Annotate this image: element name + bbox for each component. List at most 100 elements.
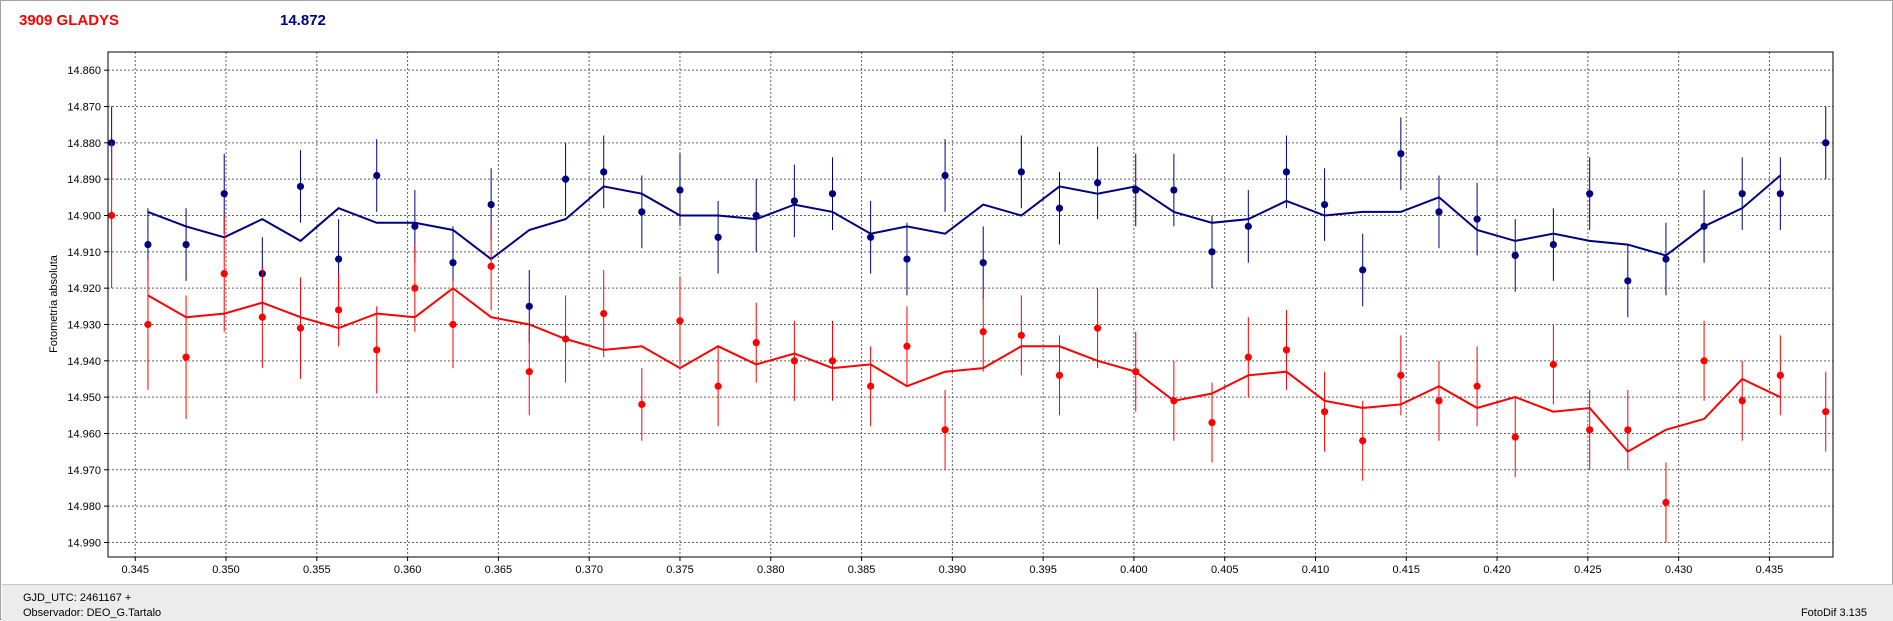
data-point (1512, 252, 1519, 259)
data-point (108, 212, 115, 219)
data-point (449, 321, 456, 328)
data-point (1094, 325, 1101, 332)
data-point (411, 285, 418, 292)
data-point (1662, 255, 1669, 262)
data-point (221, 270, 228, 277)
data-point (941, 172, 948, 179)
data-point (1435, 397, 1442, 404)
data-point (1018, 332, 1025, 339)
x-axis-ticks: 0.345 0.350 0.355 0.360 0.365 0.370 0.375 0.380… (121, 557, 1783, 576)
x-tick-label: 0.350 (212, 564, 240, 576)
series-red (108, 143, 1829, 543)
data-point (1397, 150, 1404, 157)
x-tick-label: 0.425 (1574, 564, 1602, 576)
y-tick-label: 14.890 (67, 174, 101, 186)
data-point (753, 212, 760, 219)
y-tick-label: 14.910 (67, 247, 101, 259)
y-tick-label: 14.920 (67, 283, 101, 295)
data-point (1283, 168, 1290, 175)
y-tick-label: 14.870 (67, 101, 101, 113)
data-point (1739, 190, 1746, 197)
data-point (182, 241, 189, 248)
data-point (562, 335, 569, 342)
data-point (488, 201, 495, 208)
x-tick-label: 0.395 (1029, 564, 1057, 576)
data-point (1435, 208, 1442, 215)
data-point (791, 357, 798, 364)
data-point (1822, 139, 1829, 146)
fit-line (148, 176, 1780, 260)
data-point (829, 190, 836, 197)
data-point (980, 259, 987, 266)
y-tick-label: 14.880 (67, 138, 101, 150)
grid-layer (108, 52, 1833, 557)
data-point (1056, 372, 1063, 379)
light-curve-chart: 0.345 0.350 0.355 0.360 0.365 0.370 0.375 0.380… (1, 1, 1892, 584)
status-footer: GJD_UTC: 2461167 + Observador: DEO_G.Tar… (2, 584, 1893, 621)
data-point (562, 176, 569, 183)
data-point (1359, 437, 1366, 444)
x-tick-label: 0.380 (757, 564, 785, 576)
data-point (941, 426, 948, 433)
data-point (715, 383, 722, 390)
data-point (1700, 357, 1707, 364)
data-point (676, 186, 683, 193)
gjd-label: GJD_UTC: 2461167 + (23, 592, 131, 604)
x-tick-label: 0.370 (575, 564, 603, 576)
data-point (144, 241, 151, 248)
data-point (1624, 277, 1631, 284)
data-point (526, 303, 533, 310)
data-point (638, 208, 645, 215)
y-tick-label: 14.940 (67, 356, 101, 368)
x-tick-label: 0.365 (485, 564, 513, 576)
data-point (1245, 354, 1252, 361)
data-point (867, 234, 874, 241)
data-point (144, 321, 151, 328)
data-point (297, 183, 304, 190)
data-point (1739, 397, 1746, 404)
data-point (526, 368, 533, 375)
data-point (488, 263, 495, 270)
fit-line (148, 288, 1780, 451)
data-point (1245, 223, 1252, 230)
data-point (980, 328, 987, 335)
data-point (373, 172, 380, 179)
data-point (221, 190, 228, 197)
data-point (1586, 426, 1593, 433)
x-tick-label: 0.360 (394, 564, 422, 576)
data-point (259, 314, 266, 321)
data-point (1777, 372, 1784, 379)
y-tick-label: 14.930 (67, 319, 101, 331)
data-point (1018, 168, 1025, 175)
data-point (1170, 186, 1177, 193)
data-point (1170, 397, 1177, 404)
data-point (867, 383, 874, 390)
data-point (411, 223, 418, 230)
data-point (1512, 434, 1519, 441)
plot-border (108, 52, 1833, 557)
data-point (1056, 205, 1063, 212)
data-point (1283, 346, 1290, 353)
data-point (903, 343, 910, 350)
data-point (1624, 426, 1631, 433)
data-point (1700, 223, 1707, 230)
x-tick-label: 0.355 (303, 564, 331, 576)
data-point (715, 234, 722, 241)
data-point (1208, 419, 1215, 426)
y-tick-label: 14.860 (67, 65, 101, 77)
data-point (1094, 179, 1101, 186)
data-point (791, 197, 798, 204)
data-point (1550, 361, 1557, 368)
data-point (1474, 383, 1481, 390)
series-blue (108, 106, 1829, 342)
data-point (1132, 368, 1139, 375)
data-point (1550, 241, 1557, 248)
data-point (1474, 216, 1481, 223)
data-point (373, 346, 380, 353)
y-tick-label: 14.960 (67, 428, 101, 440)
x-tick-label: 0.410 (1302, 564, 1330, 576)
data-point (1132, 186, 1139, 193)
x-tick-label: 0.415 (1393, 564, 1421, 576)
x-tick-label: 0.400 (1120, 564, 1148, 576)
